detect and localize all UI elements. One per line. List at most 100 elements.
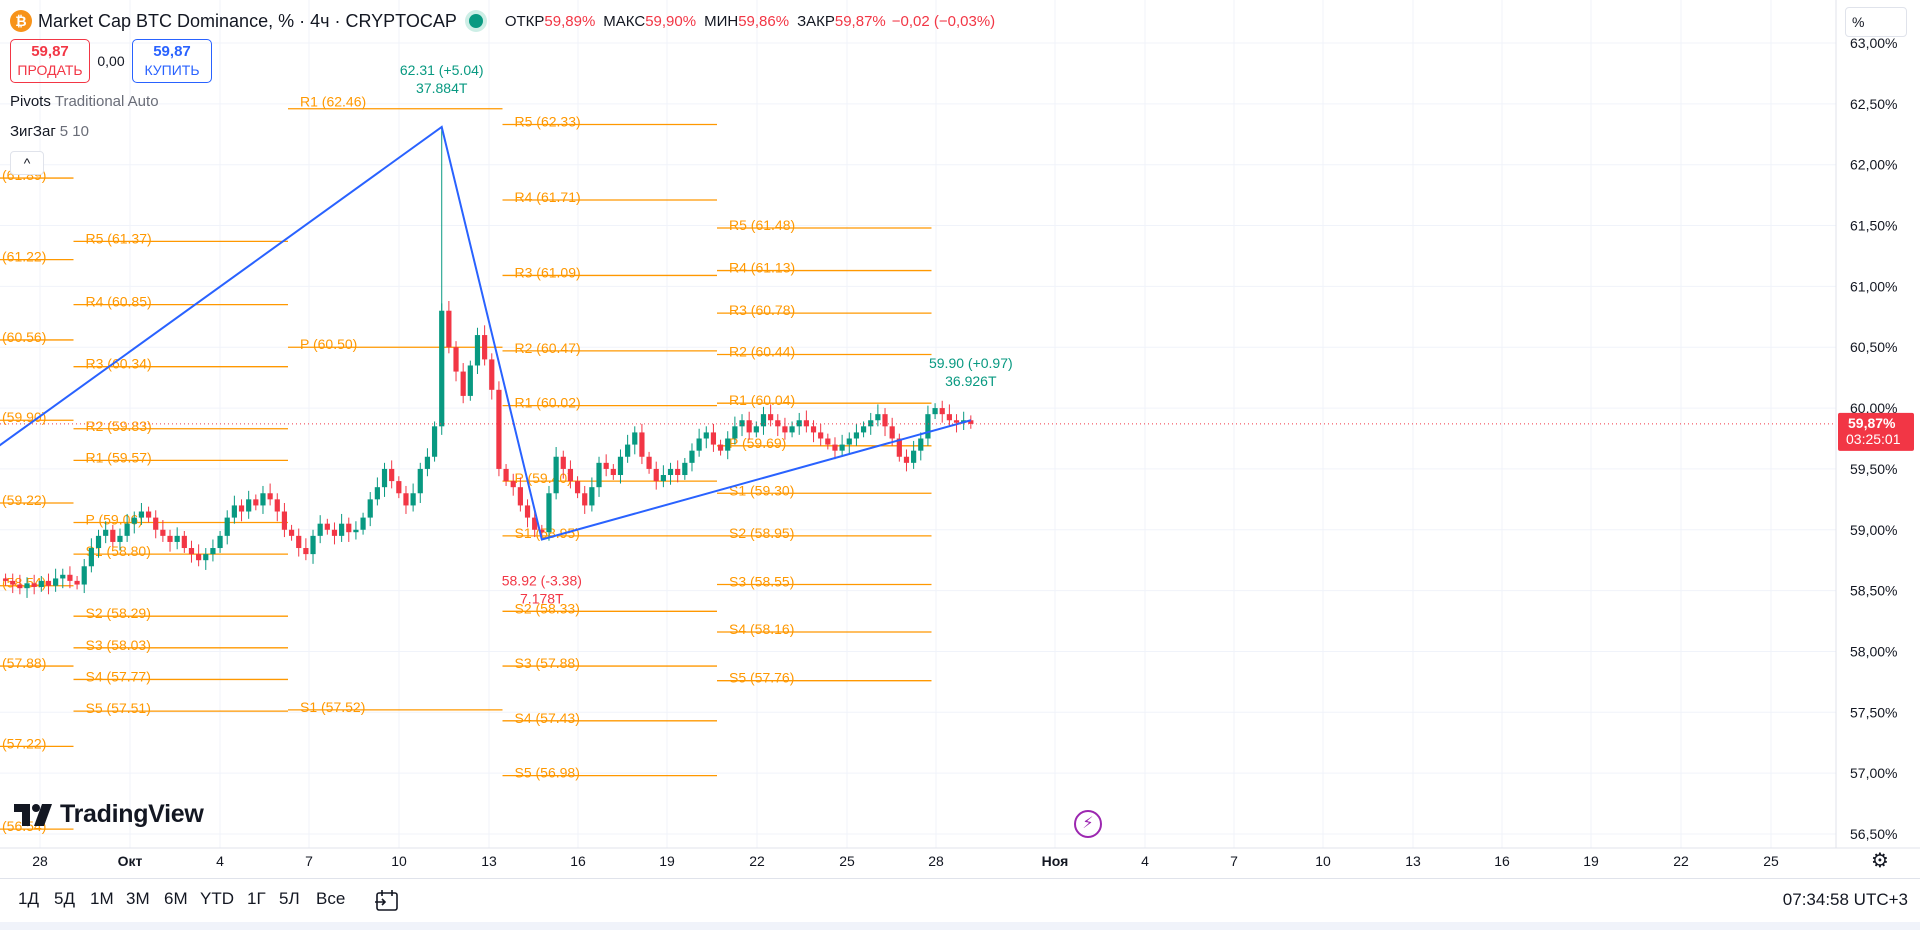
candle-body	[617, 456, 624, 476]
candle-body	[932, 408, 938, 415]
tradingview-wordmark: TradingView	[60, 800, 204, 828]
indicator-pivots[interactable]: Pivots Traditional Auto	[10, 93, 159, 110]
candle-body	[389, 468, 395, 482]
pivot-label: R1 (60.02)	[515, 395, 581, 411]
candle-body	[603, 462, 609, 469]
candle-body	[460, 371, 466, 396]
candle-body	[517, 487, 523, 506]
candle-body	[810, 426, 817, 433]
change-value: −0,02 (−0,03%)	[891, 12, 996, 30]
indicator-zigzag[interactable]: ЗигЗаг 5 10	[10, 123, 89, 140]
range-button[interactable]: Все	[316, 889, 346, 908]
y-tick-label: 57,00%	[1850, 765, 1897, 781]
candle-body	[38, 580, 44, 587]
candle-body	[53, 578, 59, 586]
candle-body	[260, 493, 266, 506]
candle-body	[81, 566, 87, 585]
x-tick-label: 16	[1494, 853, 1510, 869]
pivot-label: S3 (58.55)	[729, 574, 794, 590]
x-tick-label: 10	[1315, 853, 1331, 869]
pivot-label: R2 (60.44)	[729, 344, 795, 360]
x-tick-label: 4	[216, 853, 224, 869]
candle-body	[196, 554, 202, 561]
pivot-label: (57.22)	[2, 735, 46, 751]
ohlc-value: 59,89%	[544, 12, 596, 30]
candle-body	[17, 584, 23, 589]
y-tick-label: 61,50%	[1850, 218, 1897, 234]
range-button[interactable]: 3М	[126, 889, 150, 908]
pivot-label: R5 (62.33)	[515, 114, 581, 130]
x-tick-label: 22	[749, 853, 765, 869]
x-tick-label: 25	[1763, 853, 1779, 869]
candle-body	[632, 432, 638, 445]
candle-body	[896, 438, 902, 457]
sell-label: ПРОДАТЬ	[17, 62, 83, 78]
buy-label: КУПИТЬ	[144, 62, 200, 78]
x-tick-label: 22	[1673, 853, 1689, 869]
x-tick-label: 19	[659, 853, 675, 869]
candle-body	[403, 493, 409, 506]
price-chart[interactable]: (61.89)(61.22)(60.56)(59.90)(59.22)(58.5…	[0, 0, 1920, 878]
candle-body	[574, 481, 581, 494]
candle-body	[739, 420, 745, 427]
range-button[interactable]: 6М	[164, 889, 188, 908]
range-button[interactable]: YTD	[200, 889, 234, 908]
candle-body	[31, 583, 37, 587]
pivot-label: R3 (61.09)	[515, 264, 581, 280]
pivot-label: S1 (58.95)	[515, 525, 580, 541]
candle-body	[539, 529, 545, 533]
pivot-label: S3 (58.03)	[86, 637, 151, 653]
range-button[interactable]: 1М	[90, 889, 114, 908]
pivot-label: S5 (57.76)	[729, 670, 794, 686]
collapse-legend-button[interactable]: ^	[10, 151, 44, 175]
candle-body	[768, 414, 774, 421]
market-status-icon[interactable]	[468, 14, 483, 28]
candle-body	[317, 523, 323, 536]
range-button[interactable]: 1Г	[247, 889, 266, 908]
candle-body	[267, 493, 273, 500]
symbol-title[interactable]: Market Cap BTC Dominance, % · 4ч · CRYPT…	[38, 10, 457, 31]
candle-body	[524, 505, 531, 518]
range-button[interactable]: 5Л	[279, 889, 300, 908]
chevron-up-icon: ^	[23, 155, 31, 171]
gear-icon[interactable]: ⚙	[1871, 850, 1889, 872]
candle-body	[410, 493, 416, 506]
x-tick-label: 7	[305, 853, 313, 869]
candle-body	[760, 414, 767, 427]
unit-selector[interactable]: %	[1845, 7, 1907, 37]
tradingview-logo[interactable]: TradingView	[14, 800, 204, 829]
pivot-label: R2 (60.47)	[515, 340, 581, 356]
bolt-icon[interactable]: ⚡	[1074, 810, 1102, 838]
candle-body	[439, 310, 445, 427]
candle-body	[482, 335, 488, 360]
candle-body	[818, 432, 824, 439]
range-button[interactable]: 1Д	[18, 889, 39, 908]
y-tick-label: 58,50%	[1850, 583, 1897, 599]
candle-body	[653, 468, 659, 482]
candle-body	[396, 481, 402, 494]
buy-button[interactable]: 59,87 КУПИТЬ	[132, 39, 212, 83]
candle-body	[246, 499, 252, 512]
sell-button[interactable]: 59,87 ПРОДАТЬ	[10, 39, 90, 83]
y-tick-label: 62,00%	[1850, 157, 1897, 173]
ohlc-value: 59,90%	[645, 12, 697, 30]
zigzag-volume-label: 36.926T	[945, 373, 997, 389]
candle-body	[331, 529, 338, 536]
calendar-goto-icon[interactable]	[374, 889, 400, 913]
candle-body	[753, 426, 759, 433]
pivot-label: (60.56)	[2, 329, 46, 345]
candle-body	[424, 456, 431, 469]
pivot-label: S3 (57.88)	[515, 655, 580, 671]
candle-body	[446, 310, 452, 348]
candle-body	[503, 468, 509, 482]
range-button[interactable]: 5Д	[54, 889, 75, 908]
candle-body	[367, 499, 373, 518]
clock-timezone[interactable]: 07:34:58 UTC+3	[1782, 890, 1908, 909]
spread-value: 0,00	[97, 53, 125, 69]
x-tick-label: Окт	[118, 853, 143, 869]
pivot-label: P (59.69)	[729, 435, 786, 451]
zigzag-volume-label: 37.884T	[416, 80, 468, 96]
y-tick-label: 63,00%	[1850, 35, 1897, 51]
candle-body	[353, 529, 359, 533]
candle-body	[567, 468, 574, 482]
